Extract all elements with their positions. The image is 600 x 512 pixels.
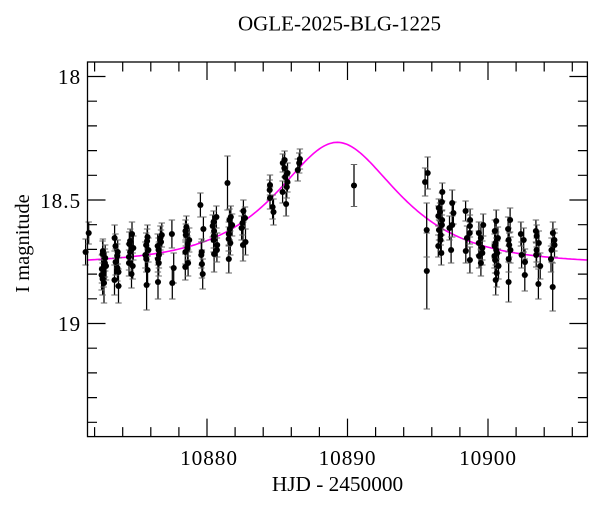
svg-text:10900: 10900 xyxy=(459,446,517,470)
svg-text:I magnitude: I magnitude xyxy=(12,194,34,293)
svg-text:18: 18 xyxy=(58,65,81,89)
svg-text:10890: 10890 xyxy=(319,446,377,470)
svg-text:19: 19 xyxy=(58,312,81,336)
svg-text:HJD - 2450000: HJD - 2450000 xyxy=(272,472,403,496)
svg-text:18.5: 18.5 xyxy=(40,189,81,213)
svg-text:OGLE-2025-BLG-1225: OGLE-2025-BLG-1225 xyxy=(238,12,441,36)
svg-text:10880: 10880 xyxy=(180,446,238,470)
